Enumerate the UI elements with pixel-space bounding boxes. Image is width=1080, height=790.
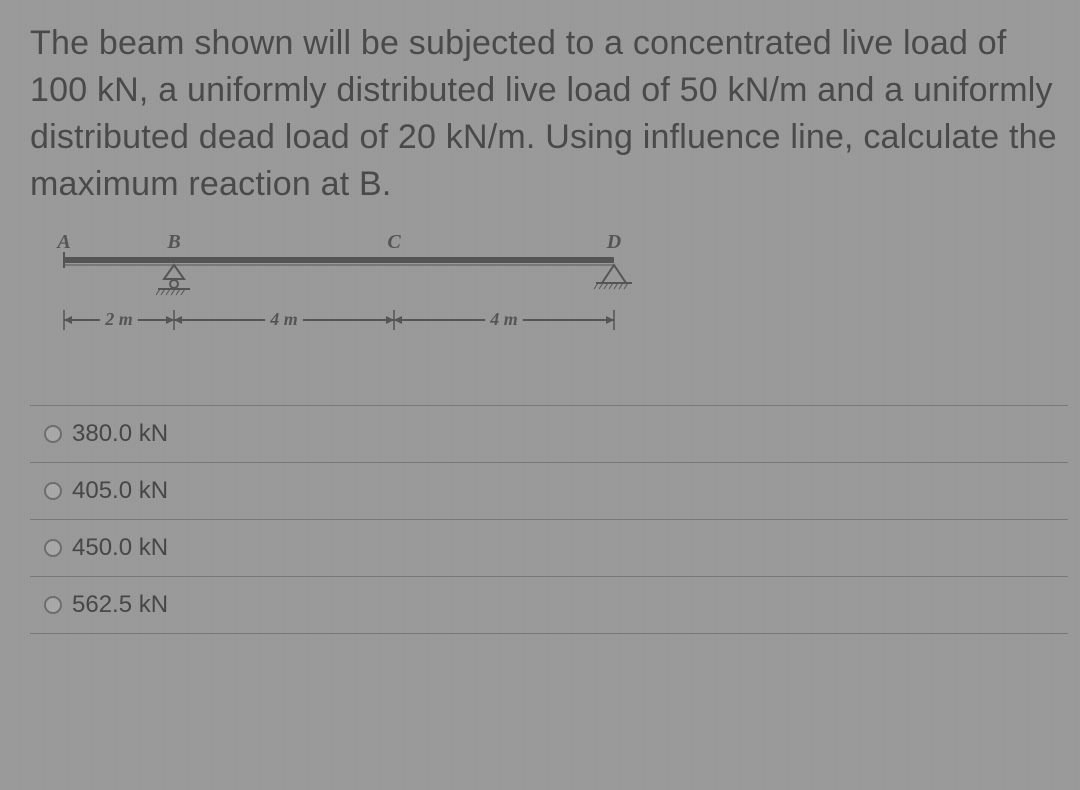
svg-text:D: D [606,231,621,253]
option-row[interactable]: 405.0 kN [30,462,1068,519]
svg-text:C: C [387,231,401,253]
beam-diagram: ABCD2 m4 m4 m2 m4 m4 m [44,230,1068,365]
svg-text:A: A [55,231,70,253]
svg-text:B: B [166,231,180,253]
option-label: 405.0 kN [72,477,168,505]
radio-icon[interactable] [44,539,62,557]
option-row[interactable]: 380.0 kN [30,405,1068,462]
option-label: 562.5 kN [72,591,168,619]
radio-icon[interactable] [44,425,62,443]
radio-icon[interactable] [44,482,62,500]
svg-text:4 m: 4 m [269,309,298,329]
options-list: 380.0 kN 405.0 kN 450.0 kN 562.5 kN [30,405,1068,634]
radio-icon[interactable] [44,596,62,614]
option-row[interactable]: 450.0 kN [30,519,1068,576]
svg-text:2 m: 2 m [104,309,133,329]
svg-text:4 m: 4 m [489,309,518,329]
option-label: 450.0 kN [72,534,168,562]
option-label: 380.0 kN [72,420,168,448]
question-text: The beam shown will be subjected to a co… [30,20,1068,208]
option-row[interactable]: 562.5 kN [30,576,1068,634]
